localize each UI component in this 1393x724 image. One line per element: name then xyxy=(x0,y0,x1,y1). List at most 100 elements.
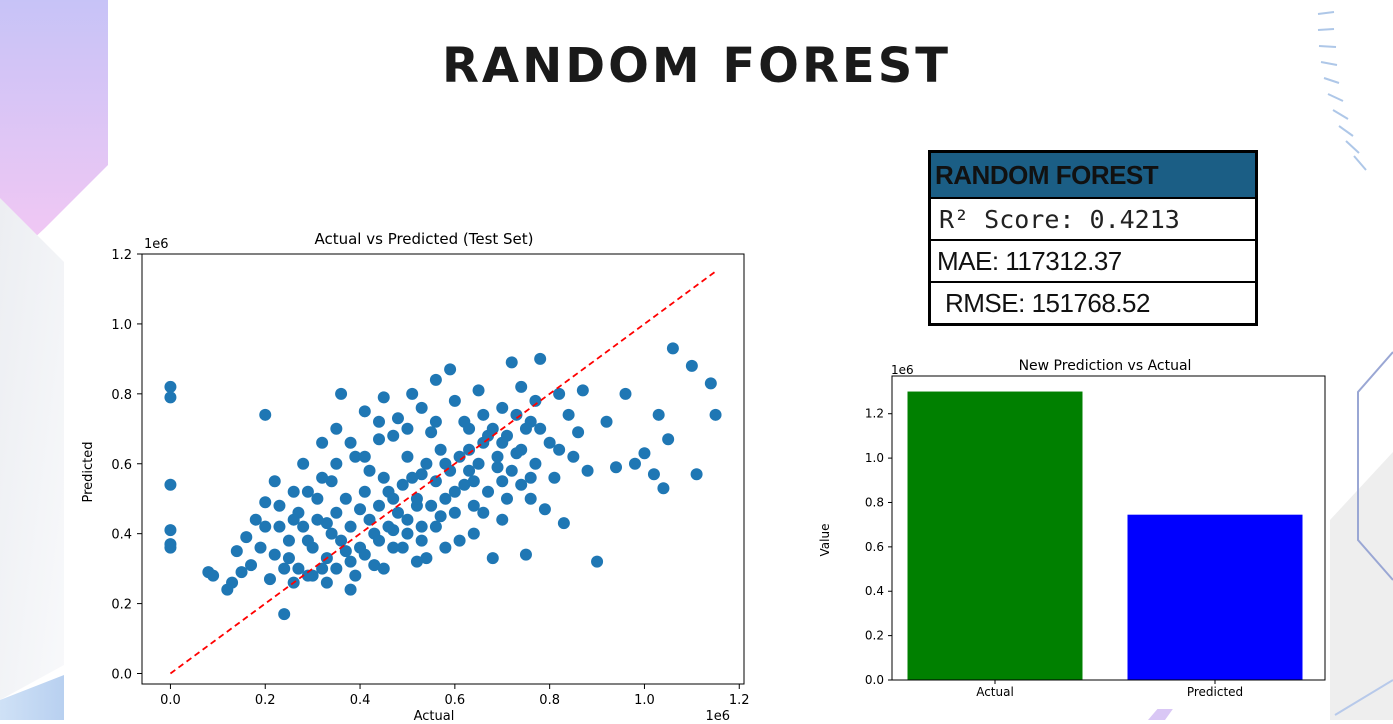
scatter-x-tick-label: 0.8 xyxy=(539,693,560,708)
scatter-point xyxy=(553,443,566,456)
scatter-point xyxy=(567,450,580,463)
scatter-point xyxy=(472,384,485,397)
scatter-point xyxy=(610,461,623,474)
scatter-y-label: Predicted xyxy=(81,441,96,502)
scatter-point xyxy=(230,545,243,558)
scatter-point xyxy=(406,387,419,400)
scatter-point xyxy=(439,492,452,505)
scatter-point xyxy=(401,527,414,540)
bar-y-tick-label: 0.2 xyxy=(865,629,884,643)
scatter-point xyxy=(316,562,329,575)
scatter-point xyxy=(420,457,433,470)
scatter-point xyxy=(391,506,404,519)
scatter-point xyxy=(358,548,371,561)
scatter-point xyxy=(638,447,651,460)
scatter-point xyxy=(524,471,537,484)
scatter-point xyxy=(463,464,476,477)
mae-text: MAE: 117312.37 xyxy=(937,245,1122,276)
slide-title: RANDOM FOREST xyxy=(441,38,952,94)
scatter-point xyxy=(259,520,272,533)
scatter-point xyxy=(519,422,532,435)
scatter-point xyxy=(572,426,585,439)
right-bottom-line xyxy=(1334,679,1393,716)
scatter-point xyxy=(292,562,305,575)
scatter-point xyxy=(297,520,310,533)
scatter-point xyxy=(373,433,386,446)
scatter-point xyxy=(377,391,390,404)
scatter-point xyxy=(268,548,281,561)
scatter-point xyxy=(496,436,509,449)
scatter-x-tick-label: 0.0 xyxy=(160,693,181,708)
scatter-point xyxy=(662,433,675,446)
scatter-point xyxy=(391,412,404,425)
scatter-point xyxy=(373,415,386,428)
scatter-point xyxy=(301,569,314,582)
scatter-point xyxy=(330,562,343,575)
scatter-point xyxy=(477,506,490,519)
scatter-point xyxy=(387,492,400,505)
scatter-point xyxy=(467,499,480,512)
scatter-point xyxy=(311,513,324,526)
scatter-point xyxy=(415,401,428,414)
bar-chart: New Prediction vs Actual 1e6 Value Actua… xyxy=(818,358,1326,699)
scatter-x-tick-label: 1.0 xyxy=(634,693,655,708)
scatter-point xyxy=(344,436,357,449)
scatter-point xyxy=(448,394,461,407)
scatter-point xyxy=(349,569,362,582)
scatter-point xyxy=(709,408,722,421)
scatter-point xyxy=(515,443,528,456)
scatter-point xyxy=(505,464,518,477)
scatter-point xyxy=(444,464,457,477)
scatter-point xyxy=(306,541,319,554)
scatter-point xyxy=(553,387,566,400)
scatter-point xyxy=(420,552,433,565)
metrics-table-header: RANDOM FOREST xyxy=(931,153,1255,197)
bar-y-label: Value xyxy=(818,524,832,557)
scatter-point xyxy=(628,457,641,470)
scatter-point xyxy=(581,464,594,477)
scatter-chart: Actual vs Predicted (Test Set) 1e6 1e6 A… xyxy=(81,230,750,724)
scatter-point xyxy=(619,387,632,400)
scatter-point xyxy=(591,555,604,568)
scatter-point xyxy=(259,408,272,421)
scatter-point xyxy=(297,457,310,470)
scatter-point xyxy=(496,401,509,414)
scatter-point xyxy=(482,485,495,498)
scatter-point xyxy=(396,541,409,554)
scatter-point xyxy=(226,576,239,589)
scatter-point xyxy=(325,527,338,540)
scatter-point xyxy=(534,422,547,435)
scatter-point xyxy=(278,562,291,575)
scatter-point xyxy=(410,555,423,568)
scatter-point xyxy=(657,482,670,495)
scatter-point xyxy=(164,524,177,537)
scatter-point xyxy=(548,471,561,484)
bar-y-tick-label: 1.2 xyxy=(865,407,884,421)
scatter-point xyxy=(368,559,381,572)
scatter-point xyxy=(519,548,532,561)
scatter-point xyxy=(358,450,371,463)
metrics-table: RANDOM FOREST R² Score: 0.4213 MAE: 1173… xyxy=(928,150,1258,326)
scatter-point xyxy=(406,471,419,484)
scatter-chart-panel: Actual vs Predicted (Test Set) 1e6 1e6 A… xyxy=(64,224,764,724)
scatter-point xyxy=(339,492,352,505)
scatter-x-label: Actual xyxy=(414,709,455,720)
scatter-point xyxy=(377,562,390,575)
scatter-point xyxy=(387,429,400,442)
scatter-point xyxy=(647,468,660,481)
scatter-point xyxy=(164,380,177,393)
scatter-point xyxy=(496,475,509,488)
scatter-point xyxy=(268,475,281,488)
scatter-point xyxy=(373,534,386,547)
bar-y-scale-label: 1e6 xyxy=(891,363,914,377)
scatter-point xyxy=(543,436,556,449)
scatter-point xyxy=(496,513,509,526)
scatter-point xyxy=(316,436,329,449)
scatter-y-tick-label: 1.2 xyxy=(111,248,132,263)
scatter-point xyxy=(335,534,348,547)
bottom-accent-lilac xyxy=(1148,706,1175,720)
scatter-point xyxy=(373,499,386,512)
scatter-point xyxy=(344,555,357,568)
bar-y-tick-label: 0.8 xyxy=(865,495,884,509)
scatter-point xyxy=(320,576,333,589)
